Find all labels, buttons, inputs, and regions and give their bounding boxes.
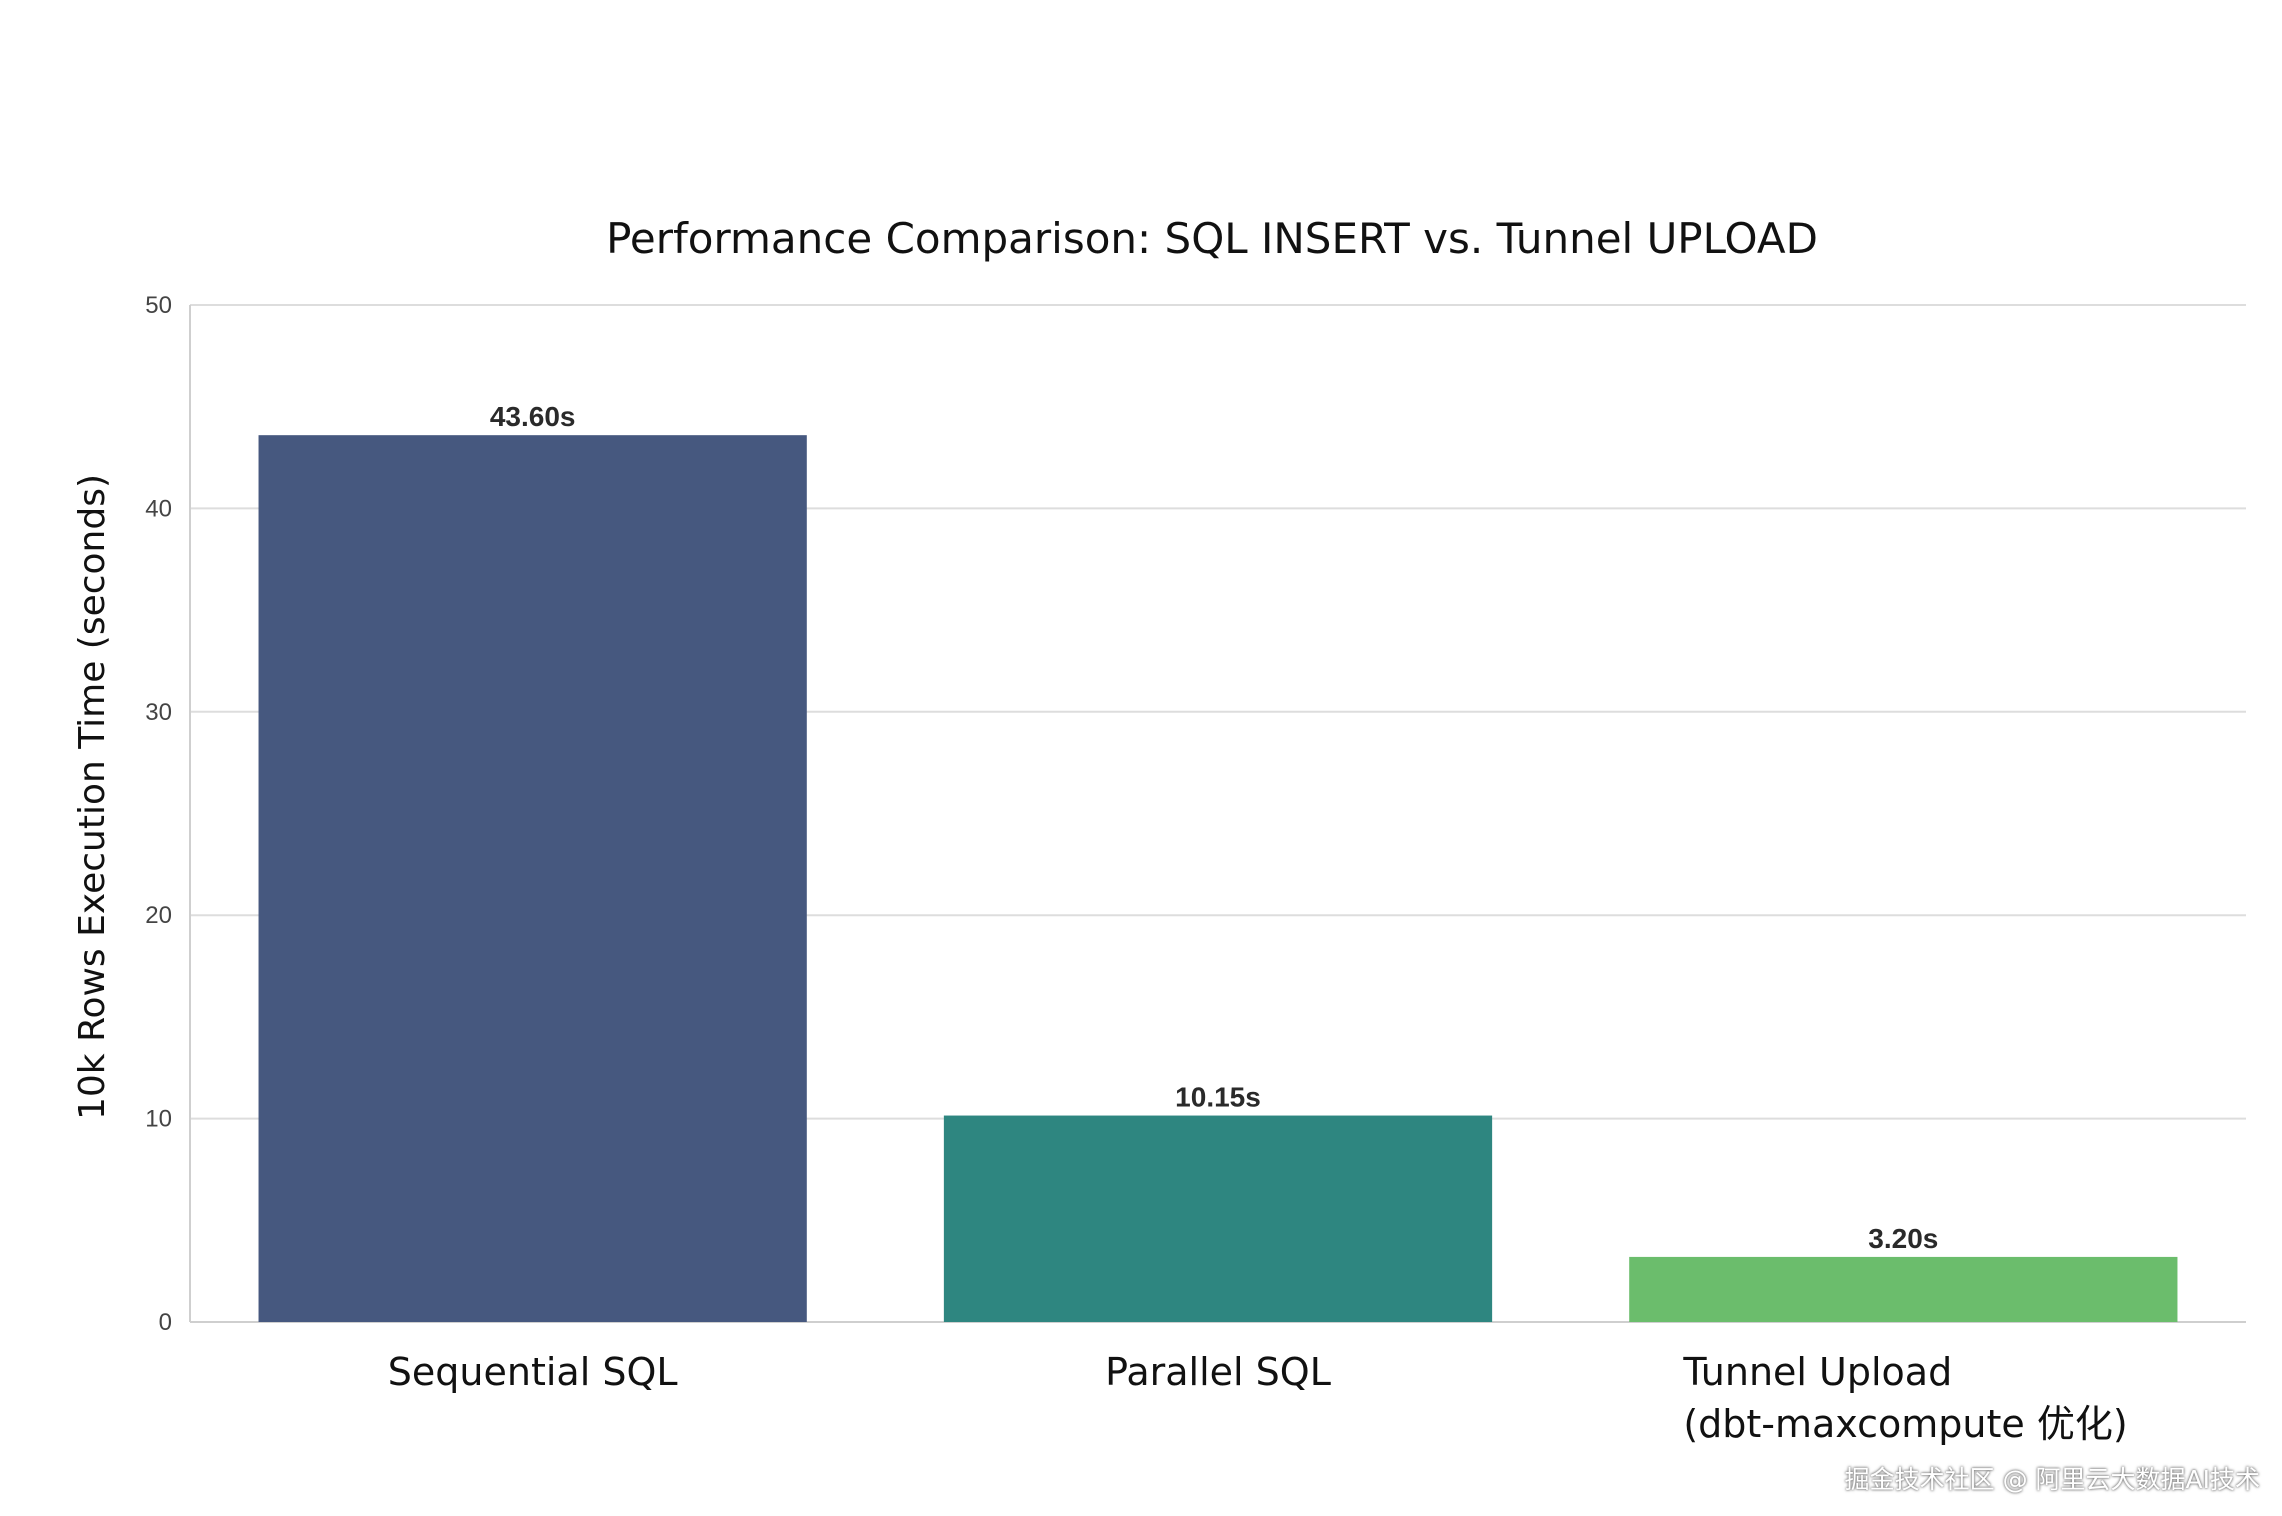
- y-tick-label: 40: [145, 495, 172, 522]
- x-tick-labels: Sequential SQL Parallel SQL Tunnel Upload (…: [388, 1350, 2128, 1446]
- x-tick-label-line: Sequential SQL: [388, 1350, 678, 1394]
- x-tick-label: Parallel SQL: [1105, 1350, 1331, 1394]
- y-tick-label: 0: [159, 1309, 172, 1336]
- bar: [258, 435, 807, 1322]
- x-tick-label: Tunnel Upload (dbt-maxcompute 优化): [1682, 1350, 2127, 1446]
- bar-value-label: 43.60s: [490, 401, 576, 432]
- x-tick-label-line: Tunnel Upload: [1682, 1350, 1952, 1394]
- bar: [943, 1115, 1493, 1322]
- y-tick-label: 20: [145, 902, 172, 929]
- y-tick-label: 50: [145, 292, 172, 319]
- y-axis-label: 10k Rows Execution Time (seconds): [72, 474, 113, 1120]
- bar: [1629, 1256, 2178, 1322]
- watermark: 掘金技术社区 @ 阿里云大数据AI技术: [1844, 1465, 2260, 1494]
- y-tick-label: 10: [145, 1106, 172, 1133]
- x-tick-label-line: (dbt-maxcompute 优化): [1683, 1402, 2127, 1446]
- data-labels: 43.60s 10.15s 3.20s: [490, 401, 1939, 1254]
- bars: [258, 435, 2178, 1322]
- chart-title: Performance Comparison: SQL INSERT vs. T…: [606, 214, 1818, 263]
- bar-value-label: 10.15s: [1175, 1082, 1261, 1113]
- x-tick-label-line: Parallel SQL: [1105, 1350, 1331, 1394]
- y-tick-labels: 0 10 20 30 40 50: [145, 292, 172, 1336]
- x-tick-label: Sequential SQL: [388, 1350, 678, 1394]
- y-tick-label: 30: [145, 699, 172, 726]
- bar-value-label: 3.20s: [1868, 1223, 1938, 1254]
